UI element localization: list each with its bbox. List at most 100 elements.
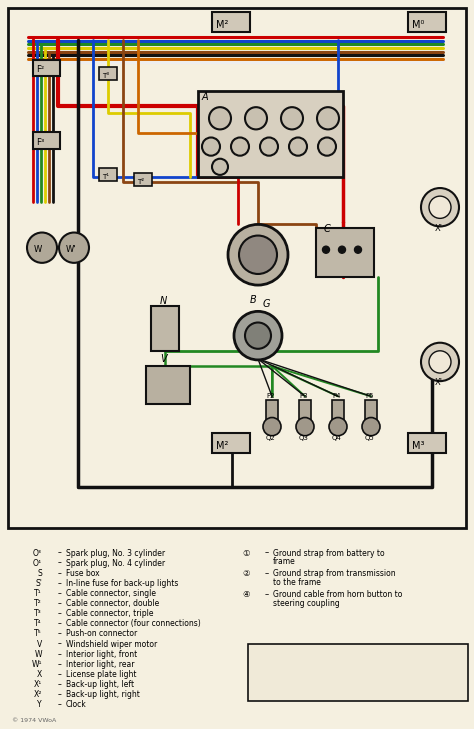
Circle shape <box>296 418 314 436</box>
Text: X¹: X¹ <box>34 680 42 689</box>
Text: S': S' <box>35 579 42 588</box>
Circle shape <box>329 418 347 436</box>
Bar <box>99 67 117 80</box>
Text: Cable connector, double: Cable connector, double <box>66 599 159 608</box>
Text: Spark plug, No. 3 cylinder: Spark plug, No. 3 cylinder <box>66 548 165 558</box>
Bar <box>151 306 179 351</box>
Text: V: V <box>160 354 167 364</box>
Circle shape <box>209 107 231 130</box>
Text: –: – <box>58 609 62 618</box>
Circle shape <box>231 138 249 156</box>
Text: –: – <box>58 660 62 668</box>
Text: –: – <box>58 690 62 699</box>
Text: Cable connector, single: Cable connector, single <box>66 589 156 598</box>
Text: –: – <box>58 639 62 649</box>
Circle shape <box>338 246 346 253</box>
Text: M²: M² <box>216 20 228 31</box>
Text: Ground strap from transmission: Ground strap from transmission <box>273 569 396 578</box>
Text: O³: O³ <box>33 548 42 558</box>
Circle shape <box>239 235 277 274</box>
Circle shape <box>281 107 303 130</box>
Text: T⁵: T⁵ <box>34 629 42 639</box>
Text: C: C <box>324 224 331 233</box>
Circle shape <box>245 107 267 130</box>
Circle shape <box>355 246 362 253</box>
Circle shape <box>245 322 271 348</box>
Text: Q3: Q3 <box>299 434 309 441</box>
Circle shape <box>27 233 57 263</box>
Circle shape <box>289 138 307 156</box>
Text: P2: P2 <box>266 394 274 399</box>
Text: Cable connector, triple: Cable connector, triple <box>66 609 154 618</box>
Text: Push-on connector: Push-on connector <box>66 629 137 639</box>
Text: Q5: Q5 <box>365 434 375 441</box>
Bar <box>316 228 374 277</box>
Text: Interior light, front: Interior light, front <box>66 650 137 659</box>
Text: B: B <box>250 295 257 305</box>
Text: –: – <box>58 670 62 679</box>
Text: T⁴: T⁴ <box>35 620 42 628</box>
Text: O⁴: O⁴ <box>33 558 42 568</box>
Circle shape <box>228 225 288 285</box>
Text: W¹: W¹ <box>31 660 42 668</box>
Text: –: – <box>58 548 62 558</box>
Text: N: N <box>160 296 167 306</box>
Text: © 1974 VWoA: © 1974 VWoA <box>12 718 56 723</box>
Text: F²: F² <box>36 65 44 74</box>
Text: V: V <box>37 639 42 649</box>
Bar <box>408 433 446 453</box>
Text: –: – <box>58 629 62 639</box>
Text: –: – <box>265 548 269 558</box>
Text: W: W <box>35 650 42 659</box>
Text: NOTE: NOTE <box>253 649 281 658</box>
Text: Q4: Q4 <box>332 434 342 441</box>
Circle shape <box>362 418 380 436</box>
Text: Spark plug, No. 4 cylinder: Spark plug, No. 4 cylinder <box>66 558 165 568</box>
Circle shape <box>429 196 451 219</box>
Text: –: – <box>58 569 62 578</box>
Bar <box>248 644 468 701</box>
Bar <box>33 133 60 149</box>
Text: Interior light, rear: Interior light, rear <box>66 660 135 668</box>
Bar <box>299 400 311 423</box>
Text: –: – <box>58 701 62 709</box>
Text: Back-up light, right: Back-up light, right <box>66 690 140 699</box>
Text: ①: ① <box>243 548 250 558</box>
Circle shape <box>429 351 451 373</box>
Text: frame: frame <box>273 558 296 566</box>
Text: –: – <box>58 589 62 598</box>
Circle shape <box>317 107 339 130</box>
Text: F³: F³ <box>36 138 44 147</box>
Text: –: – <box>58 620 62 628</box>
Bar <box>212 12 250 32</box>
Text: to the frame: to the frame <box>273 578 321 588</box>
Text: M²: M² <box>216 441 228 451</box>
Text: P4: P4 <box>332 394 340 399</box>
Text: T¹: T¹ <box>102 174 109 180</box>
Text: S: S <box>37 569 42 578</box>
Bar <box>198 91 343 177</box>
Text: G: G <box>263 300 271 309</box>
Text: –: – <box>58 650 62 659</box>
Text: Ground strap from battery to: Ground strap from battery to <box>273 548 384 558</box>
Text: –: – <box>58 680 62 689</box>
Text: In-line fuse for back-up lights: In-line fuse for back-up lights <box>66 579 178 588</box>
Text: M³: M³ <box>412 441 425 451</box>
Text: A: A <box>202 92 209 102</box>
Text: –: – <box>265 569 269 578</box>
Text: See also the additional wiring dia-
gram for Type 2 from August 1969
at the end : See also the additional wiring dia- gram… <box>253 661 384 691</box>
Bar <box>332 400 344 423</box>
Circle shape <box>318 138 336 156</box>
Circle shape <box>263 418 281 436</box>
Text: M⁰: M⁰ <box>412 20 424 31</box>
Text: –: – <box>58 558 62 568</box>
Circle shape <box>421 188 459 227</box>
Circle shape <box>202 138 220 156</box>
Bar <box>365 400 377 423</box>
Text: T¹: T¹ <box>35 589 42 598</box>
Text: P5: P5 <box>365 394 374 399</box>
Text: Q2: Q2 <box>266 434 276 441</box>
Text: Back-up light, left: Back-up light, left <box>66 680 134 689</box>
Bar <box>146 366 190 405</box>
Text: –: – <box>58 579 62 588</box>
